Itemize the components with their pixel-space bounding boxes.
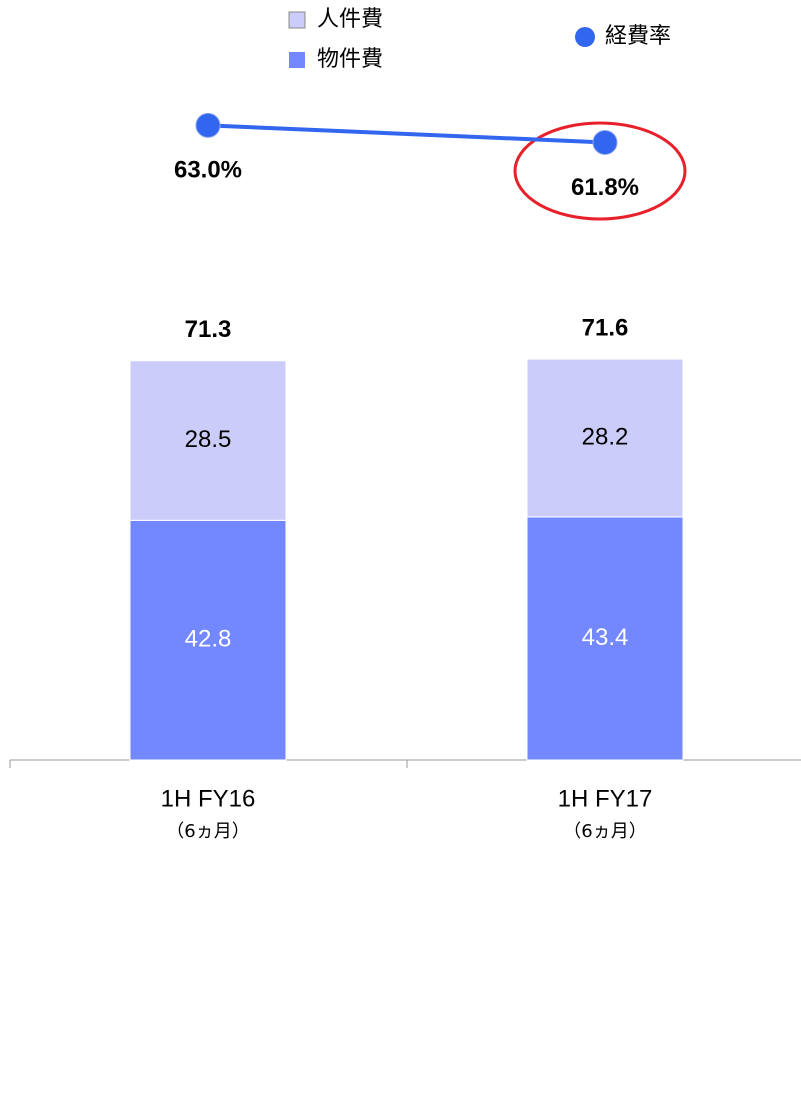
line-point	[195, 112, 221, 138]
x-tick-label: 1H FY17	[558, 785, 653, 812]
bar	[129, 519, 287, 761]
data-label: 28.2	[582, 423, 629, 450]
bar	[129, 360, 287, 521]
legend-swatch	[288, 11, 306, 29]
x-tick-sublabel: （6ヵ月）	[166, 821, 249, 842]
data-label: 42.8	[185, 626, 232, 653]
highlight-circle	[513, 121, 687, 221]
x-tick-label: 1H FY16	[161, 785, 256, 812]
data-label: 28.5	[185, 426, 232, 453]
line-point	[592, 129, 618, 155]
legend-label: 人件費	[317, 7, 383, 32]
bar	[526, 516, 684, 761]
line	[207, 123, 606, 145]
bar	[526, 358, 684, 518]
x-tick-sublabel: （6ヵ月）	[563, 821, 646, 842]
total-label: 71.6	[582, 314, 629, 341]
legend-swatch	[289, 52, 305, 68]
legend-label: 物件費	[317, 47, 383, 72]
line-label: 63.0%	[174, 157, 242, 184]
total-label: 71.3	[185, 316, 232, 343]
line-label: 61.8%	[571, 174, 639, 201]
legend-label: 経費率	[605, 24, 671, 49]
legend-swatch	[575, 27, 595, 47]
data-label: 43.4	[582, 624, 629, 651]
